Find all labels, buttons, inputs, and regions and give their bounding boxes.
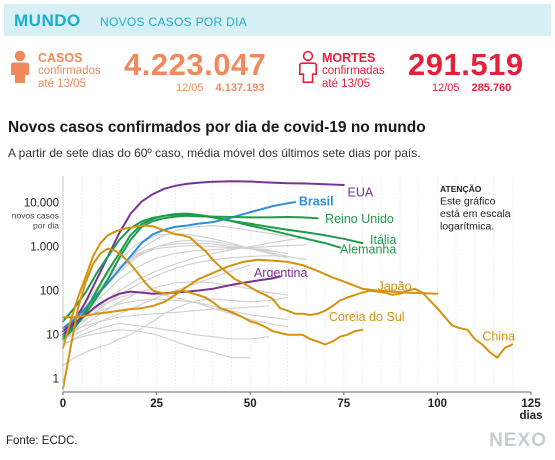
note-line-1: Este gráfico	[440, 196, 496, 208]
cases-label-title: CASOS	[38, 51, 83, 65]
person-icon	[11, 50, 29, 83]
series-label-coreia-do-sul: Coreia do Sul	[329, 310, 405, 324]
y-axis-caption-line-1: por dia	[33, 221, 59, 231]
highlighted-series	[62, 180, 514, 390]
y-tick-label-1000: 1.000	[30, 242, 59, 254]
background-series-line-11	[62, 296, 288, 366]
deaths-label-title: MORTES	[322, 51, 376, 65]
deaths-total: 291.519	[408, 47, 524, 82]
cases-label: CASOS confirmados até 13/05	[38, 52, 101, 91]
person-outline-icon	[299, 50, 317, 83]
nexo-logo: NEXO	[489, 430, 547, 451]
background-series-line-15	[62, 305, 269, 336]
series-label-eua: EUA	[348, 185, 374, 199]
background-series-line-10	[62, 292, 288, 332]
series-line-china	[62, 224, 514, 359]
note-line-3: logarítmica.	[440, 221, 494, 233]
series-label-alemanha: Alemanha	[340, 243, 396, 257]
chart-grid	[81, 176, 513, 392]
chart-subtitle: A partir de sete dias do 60º caso, média…	[8, 146, 421, 160]
background-series-line-7	[62, 322, 269, 345]
region-title: MUNDO	[14, 11, 81, 30]
background-series-line-14	[62, 329, 251, 359]
background-series-line-1	[62, 244, 307, 336]
series-label-brasil: Brasil	[299, 195, 334, 209]
series-line-eua	[62, 180, 345, 333]
background-series-line-9	[62, 245, 269, 338]
header-bar: MUNDO NOVOS CASOS POR DIA	[4, 4, 551, 36]
background-series-line-4	[62, 239, 307, 334]
y-tick-label-10000: 10.000	[24, 198, 59, 210]
deaths-label-line2: confirmadas	[322, 65, 385, 77]
series-label-china: China	[482, 330, 515, 344]
series-line-japao	[62, 258, 439, 319]
cases-previous: 12/05 4.137.193	[176, 82, 264, 94]
series-label-argentina: Argentina	[254, 266, 308, 280]
x-tick-label-75: 75	[337, 398, 350, 410]
background-series-line-5	[62, 255, 288, 342]
y-axis-caption-line-0: novos casos	[12, 211, 59, 221]
cases-label-line3: até 13/05	[38, 78, 86, 90]
y-tick-label-10: 10	[46, 330, 59, 342]
deaths-label-line3: até 13/05	[322, 78, 370, 90]
x-tick-label-50: 50	[244, 398, 257, 410]
deaths-previous: 12/05 285.760	[432, 82, 511, 94]
source-note: Fonte: ECDC.	[6, 435, 78, 447]
series-line-alemanha	[62, 212, 342, 338]
series-label-japao: Japão	[377, 279, 411, 293]
deaths-previous-value: 285.760	[471, 82, 512, 94]
series-label-italia: Itália	[370, 233, 396, 247]
deaths-previous-date: 12/05	[432, 82, 460, 94]
series-line-coreia-do-sul	[62, 247, 364, 390]
y-tick-label-100: 100	[40, 286, 59, 298]
note-line-2: está em escala	[440, 208, 511, 220]
cases-label-line2: confirmados	[38, 65, 101, 77]
note-line-0: ATENÇÃO	[440, 184, 482, 194]
x-tick-label-125: 125	[521, 398, 541, 410]
cases-previous-value: 4.137.193	[215, 82, 265, 94]
cases-total: 4.223.047	[124, 47, 267, 82]
x-tick-label-100: 100	[428, 398, 447, 410]
deaths-label: MORTES confirmadas até 13/05	[322, 52, 385, 91]
x-tick-label-25: 25	[150, 398, 163, 410]
series-label-reino-unido: Reino Unido	[325, 212, 394, 226]
background-series-line-6	[62, 298, 288, 336]
x-tick-label-0: 0	[60, 398, 66, 410]
x-axis-unit: dias	[519, 410, 542, 422]
chart-title: Novos casos confirmados por dia de covid…	[8, 119, 426, 136]
header-subtitle: NOVOS CASOS POR DIA	[100, 15, 248, 29]
background-series-line-13	[62, 264, 251, 340]
cases-previous-date: 12/05	[176, 82, 204, 94]
y-tick-label-1: 1	[53, 374, 59, 386]
series-line-reino-unido	[62, 214, 319, 340]
